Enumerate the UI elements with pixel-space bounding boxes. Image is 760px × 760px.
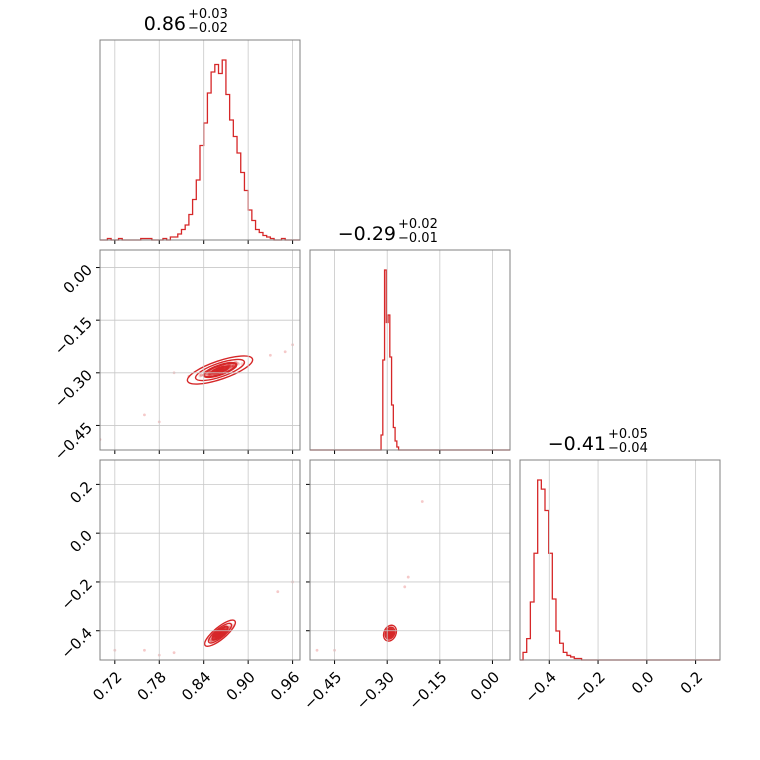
outlier-point (315, 648, 319, 652)
sample-point (207, 373, 212, 377)
sample-point (218, 368, 222, 372)
sample-point (198, 374, 202, 378)
pair-panel-0-2 (99, 459, 301, 661)
contour-line (207, 622, 233, 644)
x-tick-label: 0.00 (467, 668, 503, 704)
sample-point (217, 368, 221, 372)
title-plus: +0.05 (608, 427, 648, 442)
hist-panel-0 (99, 39, 301, 241)
pair-panel-1-2 (309, 459, 511, 661)
sample-point (229, 364, 234, 368)
contour-line (215, 628, 225, 638)
sample-point (199, 373, 203, 377)
histogram-line (520, 479, 720, 661)
y-tick-label: 0.2 (66, 478, 96, 508)
outlier-point (406, 575, 410, 579)
sample-point (219, 368, 223, 372)
title-median: 0.86 (144, 13, 186, 35)
sample-point (207, 372, 212, 376)
sample-point (231, 363, 235, 368)
x-tick-label: 0.96 (267, 668, 303, 704)
outlier-point (420, 500, 424, 503)
sample-point (228, 364, 233, 368)
panel-title: −0.41 +0.05−0.04 (548, 427, 648, 456)
outlier-point (283, 350, 287, 354)
pair-content (100, 343, 294, 441)
sample-point (199, 373, 204, 377)
x-tick-label: 0.78 (134, 668, 170, 704)
x-tick-label: 0.2 (677, 668, 707, 698)
contour-line (194, 358, 246, 382)
x-tick-label: 0.84 (178, 668, 214, 704)
frame (99, 39, 301, 241)
x-tick-label: −0.15 (405, 668, 450, 713)
y-tick-label: −0.45 (51, 419, 96, 464)
y-tick-label: −0.2 (58, 575, 96, 613)
outlier-point (143, 413, 146, 417)
pair-content (113, 580, 294, 657)
sample-point (231, 364, 235, 368)
hist-panel-2 (519, 459, 721, 661)
contour-line (186, 355, 254, 385)
x-tick-label: 0.72 (89, 668, 125, 704)
contour-line (387, 630, 393, 637)
sample-point (220, 367, 225, 371)
pair-panel-0-1 (99, 249, 301, 451)
sample-point (219, 367, 223, 371)
title-minus: −0.04 (608, 441, 648, 456)
title-minus: −0.01 (398, 231, 438, 246)
frame (309, 249, 511, 451)
panel-title: 0.86 +0.03−0.02 (144, 7, 228, 36)
x-tick-label: −0.2 (570, 668, 608, 706)
frame (309, 459, 511, 661)
x-tick-label: 0.90 (223, 668, 259, 704)
outlier-point (276, 590, 280, 594)
histogram-line (100, 59, 300, 241)
y-tick-label: −0.30 (51, 366, 96, 411)
sample-point (207, 372, 211, 377)
title-minus: −0.02 (188, 21, 228, 36)
title-median: −0.41 (548, 433, 606, 455)
sample-point (206, 372, 210, 376)
outlier-point (268, 353, 272, 357)
sample-point (208, 373, 212, 377)
sample-point (209, 639, 213, 643)
contour-line (203, 619, 237, 647)
x-tick-label: 0.0 (628, 668, 658, 698)
sample-point (237, 362, 241, 366)
title-median: −0.29 (338, 223, 396, 245)
outlier-point (143, 648, 146, 652)
frame (519, 459, 721, 661)
hist-panel-1 (309, 249, 511, 451)
frame (99, 249, 301, 451)
y-tick-label: −0.4 (58, 624, 96, 662)
sample-point (216, 369, 220, 373)
y-tick-label: −0.15 (51, 313, 96, 358)
sample-point (229, 363, 233, 368)
x-tick-label: −0.45 (300, 668, 345, 713)
sample-point (217, 368, 221, 373)
outlier-point (172, 651, 176, 655)
sample-point (230, 364, 235, 368)
x-tick-label: −0.30 (353, 668, 398, 713)
sample-point (207, 372, 211, 377)
y-tick-label: 0.00 (60, 261, 96, 297)
frame (99, 459, 301, 661)
sample-point (207, 372, 211, 377)
sample-point (220, 367, 224, 372)
panel-title: −0.29 +0.02−0.01 (338, 217, 438, 246)
outlier-point (403, 585, 407, 589)
title-plus: +0.02 (398, 217, 438, 232)
histogram-line (310, 269, 510, 451)
y-tick-label: 0.0 (66, 526, 96, 556)
title-plus: +0.03 (188, 7, 228, 22)
pair-content (315, 500, 424, 652)
x-tick-label: −0.4 (522, 668, 560, 706)
sample-point (215, 369, 219, 373)
